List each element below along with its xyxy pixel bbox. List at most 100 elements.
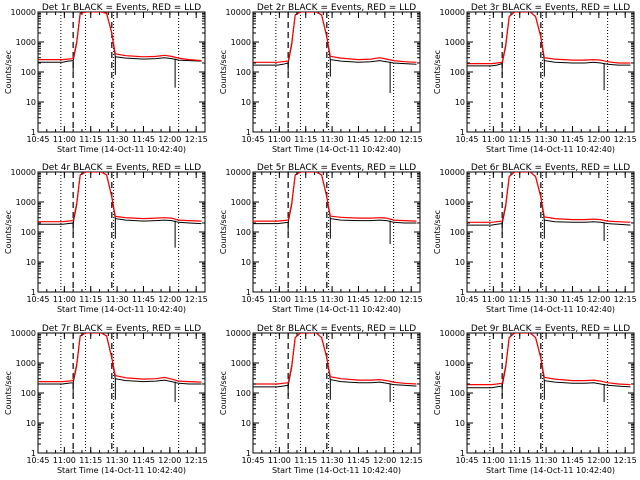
y-tick-label: 1000 bbox=[16, 359, 36, 368]
y-tick-label: 1000 bbox=[16, 198, 36, 207]
x-tick-label: 11:30 bbox=[535, 135, 558, 144]
y-tick-label: 1000 bbox=[231, 198, 251, 207]
events-line bbox=[467, 333, 631, 389]
panel-5: 1 10 100 1000 10000 10:45 11:00 11:15 11:30 11:45… bbox=[219, 163, 423, 314]
y-tick-label: 10000 bbox=[226, 8, 251, 17]
x-tick-label: 12:00 bbox=[373, 456, 396, 465]
x-tick-label: 12:00 bbox=[587, 295, 610, 304]
x-tick-label: 11:15 bbox=[508, 135, 531, 144]
y-axis-title: Counts/sec bbox=[219, 210, 228, 254]
x-axis-title: Start Time (14-Oct-11 10:42:40) bbox=[57, 305, 186, 314]
plot-frame bbox=[252, 171, 421, 293]
lld-line bbox=[253, 12, 417, 63]
x-axis-title: Start Time (14-Oct-11 10:42:40) bbox=[272, 145, 401, 154]
y-axis-title: Counts/sec bbox=[4, 50, 13, 94]
lld-line bbox=[253, 333, 417, 385]
x-tick-label: 11:00 bbox=[268, 456, 291, 465]
y-tick-label: 10 bbox=[455, 98, 465, 107]
x-tick-label: 12:00 bbox=[158, 295, 181, 304]
x-axis-title: Start Time (14-Oct-11 10:42:40) bbox=[57, 466, 186, 475]
x-axis-title: Start Time (14-Oct-11 10:42:40) bbox=[272, 305, 401, 314]
x-tick-label: 11:15 bbox=[79, 456, 102, 465]
y-tick-label: 1 bbox=[246, 128, 251, 137]
panel-title: Det 8r BLACK = Events, RED = LLD bbox=[257, 324, 416, 334]
y-tick-label: 1 bbox=[246, 449, 251, 458]
x-tick-label: 11:30 bbox=[106, 456, 129, 465]
panel-1: 1 10 100 1000 10000 10:45 11:00 11:15 11:30 11:45… bbox=[4, 3, 208, 154]
y-tick-label: 10000 bbox=[11, 8, 36, 17]
y-tick-label: 10000 bbox=[226, 329, 251, 338]
lld-line bbox=[253, 172, 417, 222]
y-tick-label: 10000 bbox=[440, 8, 465, 17]
x-tick-label: 12:15 bbox=[614, 456, 637, 465]
plot-area bbox=[38, 172, 202, 292]
x-tick-label: 11:30 bbox=[321, 456, 344, 465]
x-tick-label: 11:00 bbox=[53, 295, 76, 304]
x-tick-label: 11:15 bbox=[508, 456, 531, 465]
panel-title: Det 6r BLACK = Events, RED = LLD bbox=[471, 163, 630, 173]
x-tick-label: 11:15 bbox=[508, 295, 531, 304]
x-tick-label: 11:00 bbox=[482, 295, 505, 304]
lld-line bbox=[38, 333, 202, 383]
panel-title: Det 7r BLACK = Events, RED = LLD bbox=[42, 324, 201, 334]
panel-4: 1 10 100 1000 10000 10:45 11:00 11:15 11:30 11:45… bbox=[4, 163, 208, 314]
y-tick-label: 1000 bbox=[445, 359, 465, 368]
x-tick-label: 12:00 bbox=[373, 135, 396, 144]
plot-frame bbox=[252, 332, 421, 454]
x-tick-label: 11:30 bbox=[321, 135, 344, 144]
x-tick-label: 11:30 bbox=[535, 295, 558, 304]
panel-3: 1 10 100 1000 10000 10:45 11:00 11:15 11:30 11:45… bbox=[433, 3, 637, 154]
plot-area bbox=[38, 12, 202, 132]
x-axis-title: Start Time (14-Oct-11 10:42:40) bbox=[486, 466, 615, 475]
plot-frame bbox=[466, 171, 635, 293]
y-tick-label: 10 bbox=[241, 258, 251, 267]
x-tick-label: 10:45 bbox=[241, 295, 264, 304]
y-tick-label: 100 bbox=[450, 389, 465, 398]
y-tick-label: 10000 bbox=[226, 168, 251, 177]
y-axis-title: Counts/sec bbox=[433, 371, 442, 415]
panel-title: Det 1r BLACK = Events, RED = LLD bbox=[42, 3, 201, 13]
x-tick-label: 12:00 bbox=[587, 456, 610, 465]
y-tick-label: 10 bbox=[455, 419, 465, 428]
plot-frame bbox=[252, 11, 421, 133]
y-tick-label: 1 bbox=[31, 128, 36, 137]
panel-title: Det 2r BLACK = Events, RED = LLD bbox=[257, 3, 416, 13]
x-tick-label: 11:15 bbox=[79, 295, 102, 304]
y-tick-label: 10000 bbox=[11, 168, 36, 177]
y-axis-title: Counts/sec bbox=[4, 210, 13, 254]
x-tick-label: 11:45 bbox=[132, 456, 155, 465]
plot-frame bbox=[37, 171, 206, 293]
panel-6: 1 10 100 1000 10000 10:45 11:00 11:15 11:30 11:45… bbox=[433, 163, 637, 314]
x-axis-title: Start Time (14-Oct-11 10:42:40) bbox=[272, 466, 401, 475]
y-tick-label: 10000 bbox=[440, 168, 465, 177]
x-tick-label: 10:45 bbox=[455, 456, 478, 465]
x-tick-label: 11:45 bbox=[132, 135, 155, 144]
x-tick-label: 11:00 bbox=[53, 456, 76, 465]
x-tick-label: 10:45 bbox=[455, 295, 478, 304]
y-tick-label: 10 bbox=[241, 98, 251, 107]
y-tick-label: 10 bbox=[26, 419, 36, 428]
y-tick-label: 100 bbox=[21, 389, 36, 398]
plot-area bbox=[253, 172, 417, 292]
lld-line bbox=[467, 333, 631, 386]
x-tick-label: 12:00 bbox=[158, 456, 181, 465]
panel-8: 1 10 100 1000 10000 10:45 11:00 11:15 11:30 11:45… bbox=[219, 324, 423, 475]
y-tick-label: 1000 bbox=[445, 38, 465, 47]
x-tick-label: 11:30 bbox=[535, 456, 558, 465]
y-tick-label: 10 bbox=[26, 98, 36, 107]
y-tick-label: 100 bbox=[450, 68, 465, 77]
x-tick-label: 11:15 bbox=[294, 135, 317, 144]
x-tick-label: 11:45 bbox=[347, 456, 370, 465]
y-tick-label: 1 bbox=[460, 449, 465, 458]
y-tick-label: 1 bbox=[31, 288, 36, 297]
y-tick-label: 10000 bbox=[11, 329, 36, 338]
plot-area bbox=[253, 12, 417, 132]
x-axis-title: Start Time (14-Oct-11 10:42:40) bbox=[486, 305, 615, 314]
x-axis-title: Start Time (14-Oct-11 10:42:40) bbox=[57, 145, 186, 154]
x-tick-label: 11:45 bbox=[561, 135, 584, 144]
x-tick-label: 12:00 bbox=[158, 135, 181, 144]
y-tick-label: 10000 bbox=[440, 329, 465, 338]
panel-title: Det 9r BLACK = Events, RED = LLD bbox=[471, 324, 630, 334]
y-tick-label: 100 bbox=[450, 228, 465, 237]
